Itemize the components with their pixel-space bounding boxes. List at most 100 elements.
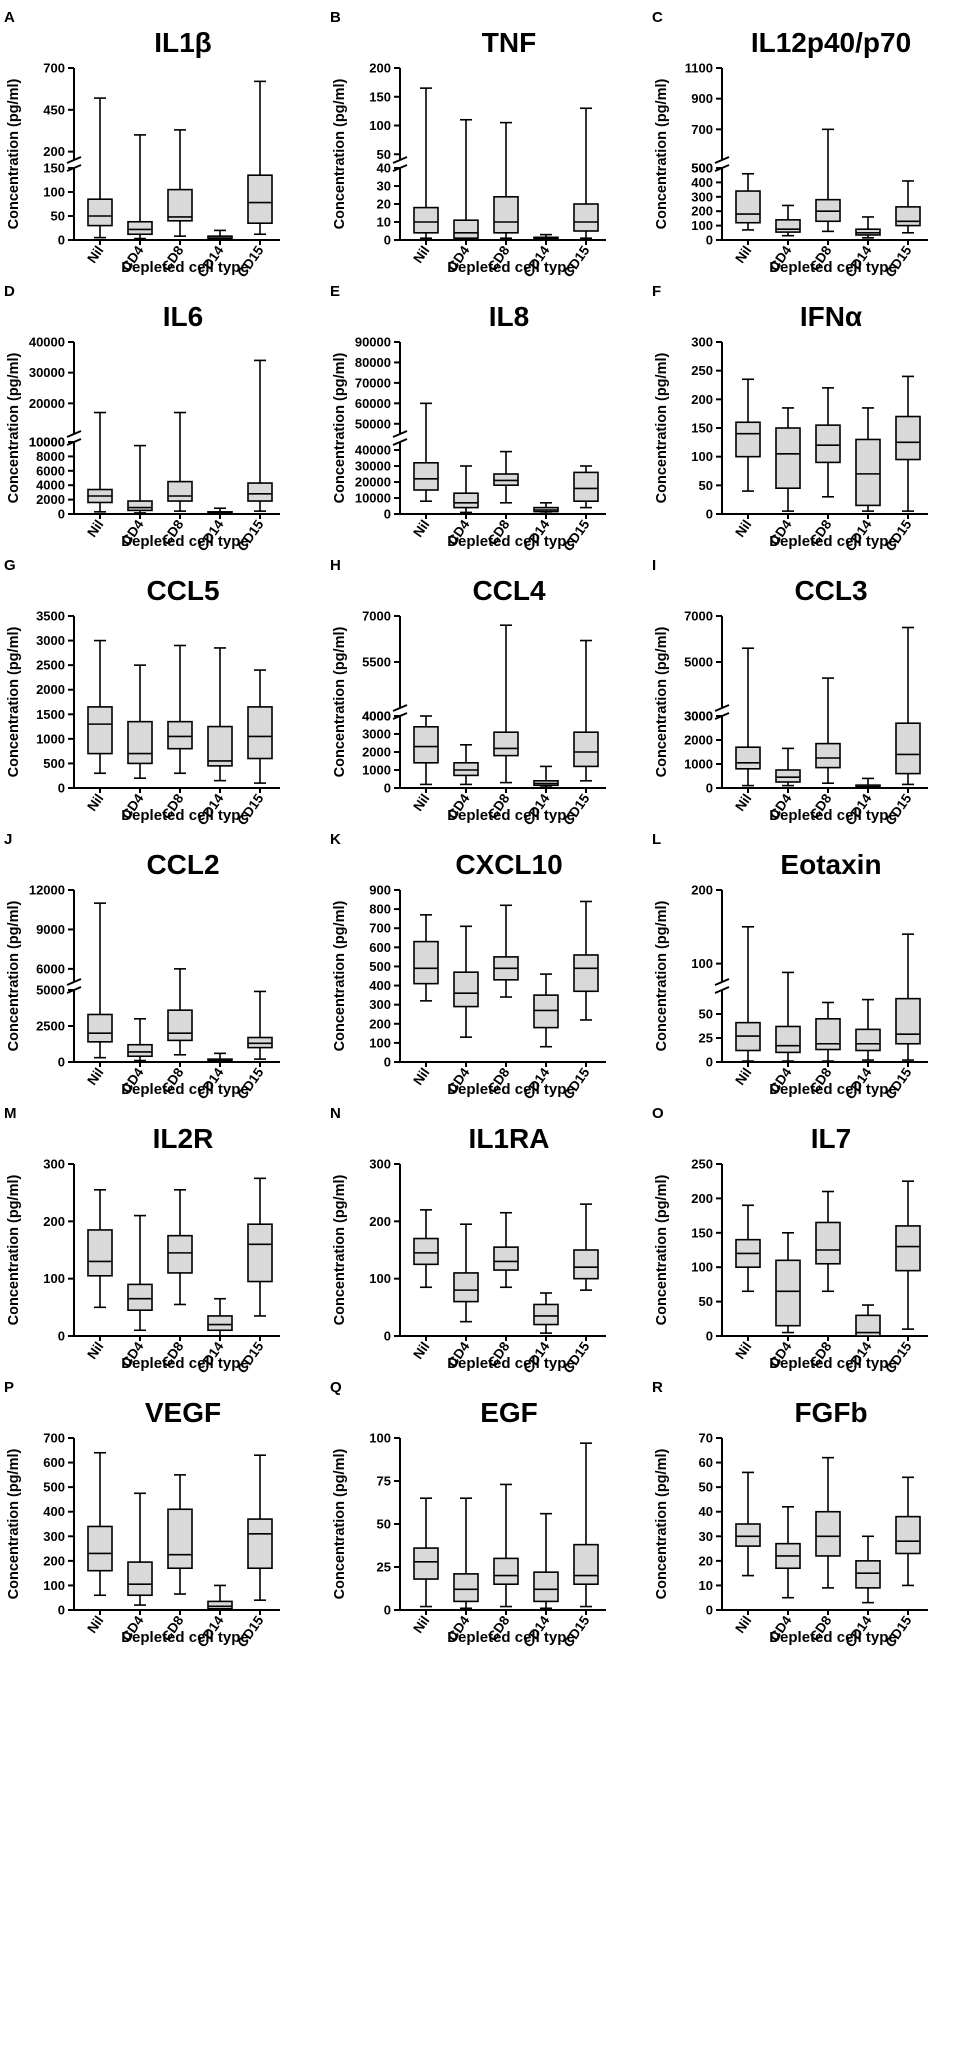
iqr-box [413,206,439,234]
box-nil [735,172,761,231]
box-nil [413,715,439,786]
y-tick-label: 500 [43,756,65,771]
y-tick-label: 100 [43,1578,65,1593]
y-tick-label: 3000 [36,633,65,648]
x-axis-label: Depleted cell type [121,533,249,550]
x-axis-label: Depleted cell type [769,259,897,276]
box-cd8 [815,1190,841,1293]
y-tick-label: 200 [691,204,713,219]
x-axis-label: Depleted cell type [769,1081,897,1098]
iqr-box [573,731,599,768]
chart-title: IL2R [153,1123,214,1154]
x-axis-label: Depleted cell type [121,259,249,276]
y-tick-label: 200 [691,883,713,898]
x-tick-label: Nil [84,1339,106,1362]
box-nil [87,411,113,513]
box-nil [413,1497,439,1608]
y-axis-label: Concentration (pg/ml) [654,79,670,230]
y-axis-label: Concentration (pg/ml) [332,627,348,778]
box-cd15 [895,933,921,1061]
iqr-box [413,726,439,764]
y-tick-label: 300 [691,189,713,204]
y-axis-label: Concentration (pg/ml) [332,353,348,504]
axis-break-mark [392,438,408,446]
box-cd8 [493,624,519,784]
box-cd8 [167,129,193,237]
y-tick-label: 100 [43,1271,65,1286]
chart-title: CXCL10 [455,849,562,880]
box-cd14 [533,1292,559,1334]
chart-title: Eotaxin [780,849,881,880]
y-tick-label: 9000 [36,922,65,937]
axis-break-mark [714,704,730,712]
y-tick-label: 90000 [355,335,391,350]
y-tick-label: 1000 [362,763,391,778]
y-tick-label: 200 [691,1191,713,1206]
box-cd15 [573,465,599,509]
y-axis-label: Concentration (pg/ml) [654,627,670,778]
iqr-box [87,1229,113,1277]
iqr-box [127,500,153,512]
y-tick-label: 50 [699,478,713,493]
x-tick-label: Nil [732,517,754,540]
y-tick-label: 100 [369,1431,391,1446]
y-tick-label: 700 [691,122,713,137]
box-cd8 [493,450,519,504]
iqr-box [775,769,801,783]
box-cd15 [895,626,921,786]
iqr-box [573,1249,599,1280]
y-tick-label: 400 [369,978,391,993]
y-tick-label: 10000 [355,491,391,506]
chart-c: C IL12p40/p70 Concentration (pg/ml) 0100200… [652,9,928,280]
panel-g: G CCL5 Concentration (pg/ml) 0 500 1000 1500 20… [0,556,324,898]
panel-m: M IL2R Concentration (pg/ml) 0 100 200 300 Nil C… [0,1104,324,1446]
y-tick-label: 12000 [29,883,65,898]
iqr-box [453,971,479,1008]
box-cd15 [573,900,599,1021]
panel-h: H CCL4 Concentration (pg/ml) 0 1000 2000 3000 4… [326,556,650,898]
y-tick-label: 300 [369,1157,391,1172]
y-axis-label: Concentration (pg/ml) [332,79,348,230]
panel-letter: J [4,831,12,848]
y-tick-label: 400 [691,175,713,190]
y-tick-label: 1100 [685,61,713,76]
y-tick-label: 5000 [684,655,713,670]
x-tick-label: Nil [84,791,106,814]
panel-r: R FGFb Concentration (pg/ml) 0 10 20 30 40 50 60 7… [648,1378,972,1720]
y-tick-label: 75 [377,1474,391,1489]
box-cd4 [127,1492,153,1606]
chart-r: R FGFb Concentration (pg/ml) 0 10 20 30 40 50 60 7… [652,1379,928,1650]
box-cd4 [775,971,801,1062]
iqr-box [573,471,599,502]
iqr-box [207,725,233,767]
y-tick-label: 700 [369,921,391,936]
y-tick-label: 8000 [36,449,65,464]
iqr-box [413,1547,439,1580]
y-tick-label: 50 [699,1480,713,1495]
y-tick-label: 200 [43,144,65,159]
box-cd4 [775,204,801,237]
iqr-box [493,196,519,234]
y-tick-label: 0 [58,1055,65,1070]
chart-h: H CCL4 Concentration (pg/ml) 0 1000 2000 3000 4… [330,557,606,828]
panel-j: J CCL2 Concentration (pg/ml) 0 2500 5000 6000 9… [0,830,324,1172]
box-cd14 [533,1512,559,1610]
y-tick-label: 10000 [29,435,65,450]
box-cd4 [127,444,153,514]
panel-letter: C [652,9,663,26]
chart-d: D IL6 Concentration (pg/ml) 020004000600080… [4,283,280,554]
y-tick-label: 1000 [36,731,65,746]
y-tick-label: 150 [43,161,65,176]
box-cd14 [207,507,233,515]
box-cd14 [533,502,559,515]
x-tick-label: Nil [84,1613,106,1636]
panel-letter: D [4,283,15,300]
panel-p: P VEGF Concentration (pg/ml) 0 100 200 300 400 5… [0,1378,324,1720]
y-tick-label: 50 [699,1007,713,1022]
y-axis-label: Concentration (pg/ml) [6,79,22,230]
y-tick-label: 3000 [684,709,713,724]
iqr-box [815,424,841,464]
y-tick-label: 2000 [36,492,65,507]
